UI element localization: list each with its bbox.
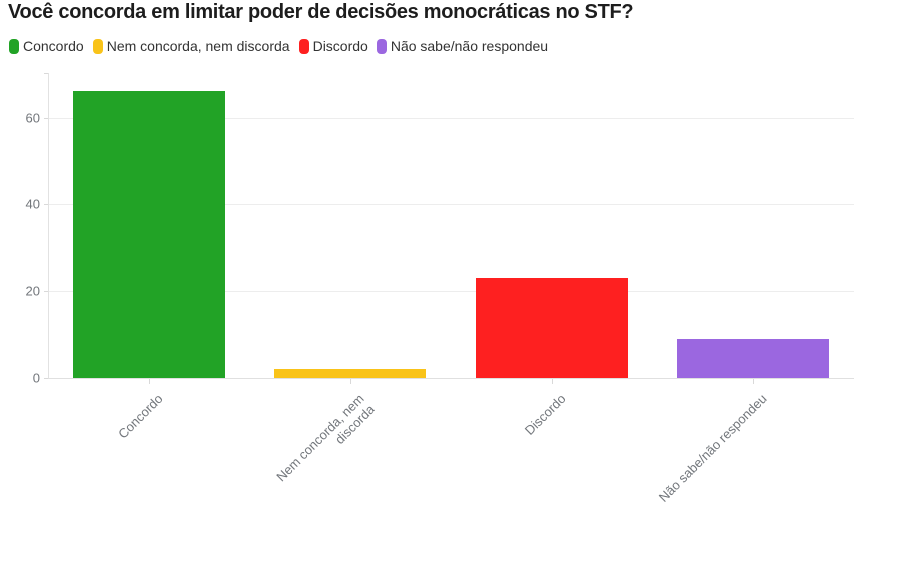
legend-label: Discordo	[312, 38, 368, 54]
legend-swatch-icon	[376, 38, 387, 54]
gridline-y-0	[48, 378, 854, 379]
legend-item-concordo[interactable]: Concordo	[9, 38, 84, 54]
bar-nem-concorda-nem-discorda[interactable]	[274, 369, 427, 378]
x-axis-tick-label-nao-sabe-nao-respondeu: Não sabe/não respondeu	[656, 391, 770, 505]
x-axis-tick-label-nem-concorda-nem-discorda: Nem concorda, nem discorda	[273, 391, 378, 485]
gridline-y-40	[48, 204, 854, 206]
y-axis-tick-label: 0	[32, 370, 40, 386]
bar-concordo[interactable]	[72, 91, 225, 378]
plot-area: 0 20 40 60 Concordo Nem concorda, nem discord…	[25, 73, 854, 505]
legend-label: Nem concorda, nem discorda	[106, 38, 290, 54]
y-axis-tick-mark	[44, 117, 48, 119]
y-axis-tick-mark	[44, 291, 48, 293]
chart-title: Você concorda em limitar poder de decisõ…	[8, 1, 634, 23]
y-axis-tick-label: 20	[25, 283, 40, 299]
x-axis-tick-mark	[753, 379, 755, 384]
legend-swatch-icon	[92, 38, 103, 54]
legend: Concordo Nem concorda, nem discorda Discor…	[9, 38, 548, 54]
gridline-y-60	[48, 117, 854, 119]
y-axis-line	[48, 73, 49, 378]
legend-swatch-icon	[298, 38, 309, 54]
bar-nao-sabe-nao-respondeu[interactable]	[677, 338, 830, 378]
gridline-y-20	[48, 291, 854, 293]
bar-discordo[interactable]	[475, 278, 628, 378]
legend-item-nao-sabe-nao-respondeu[interactable]: Não sabe/não respondeu	[376, 38, 549, 54]
x-axis-tick-mark	[148, 379, 150, 384]
legend-label: Concordo	[23, 38, 84, 54]
y-axis-tick-mark	[44, 378, 48, 379]
y-axis-tick-label: 40	[25, 196, 40, 212]
y-axis-top-tick-mark	[44, 73, 48, 74]
y-axis-tick-label: 60	[25, 110, 40, 125]
legend-swatch-icon	[9, 38, 19, 54]
y-axis-tick-mark	[44, 204, 48, 206]
x-axis-tick-mark	[551, 379, 553, 384]
legend-label: Não sabe/não respondeu	[390, 38, 549, 54]
x-axis-tick-mark	[350, 379, 352, 384]
x-axis-tick-label-concordo: Concordo	[114, 391, 166, 442]
x-axis-tick-label-discordo: Discordo	[521, 391, 569, 438]
legend-item-nem-concorda-nem-discorda[interactable]: Nem concorda, nem discorda	[92, 38, 290, 54]
legend-item-discordo[interactable]: Discordo	[298, 38, 368, 54]
